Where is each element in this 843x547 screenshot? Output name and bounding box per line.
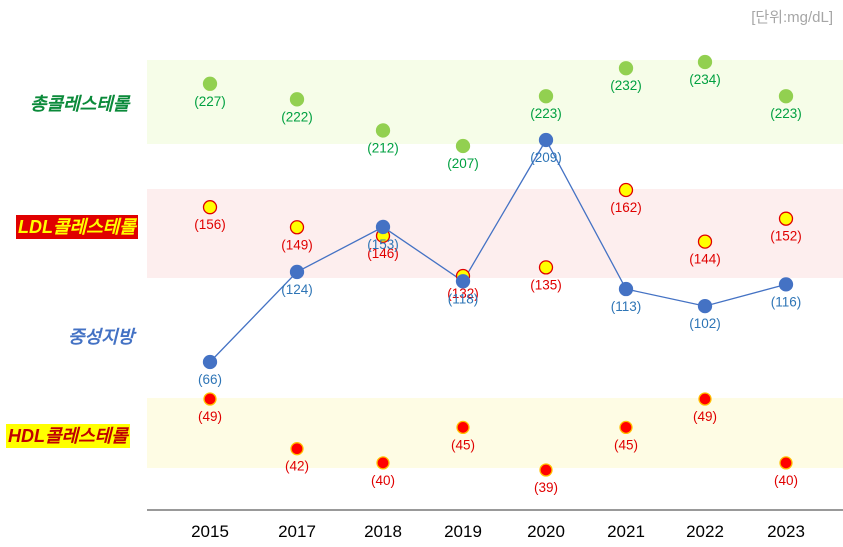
ldl-point-2020 <box>538 260 554 275</box>
total-label-2015: (227) <box>194 94 226 109</box>
tg-label-2015: (66) <box>198 372 222 387</box>
tg-point-2022 <box>697 298 713 314</box>
tg-label-2021: (113) <box>611 299 642 314</box>
ldl-label-2021: (162) <box>610 200 642 215</box>
tg-point-2019 <box>455 274 471 289</box>
hdl-point-2015 <box>203 392 217 406</box>
tg-label-2020: (209) <box>530 150 562 165</box>
hdl-label-2023: (40) <box>774 473 798 488</box>
total-label-2020: (223) <box>530 106 562 121</box>
x-tick-2021: 2021 <box>607 522 645 541</box>
total-point-2023 <box>778 89 794 104</box>
label-hdl-cholesterol: HDL콜레스테롤 <box>6 424 130 448</box>
total-point-2018 <box>375 123 391 138</box>
hdl-label-2019: (45) <box>451 437 475 452</box>
total-label-2021: (232) <box>610 78 642 93</box>
tg-point-2023 <box>778 277 794 292</box>
x-tick-2022: 2022 <box>686 522 724 541</box>
tg-point-2017 <box>289 264 305 280</box>
band-ldl <box>147 189 843 278</box>
total-label-2022: (234) <box>689 72 721 87</box>
label-total-cholesterol: 총콜레스테롤 <box>30 94 130 114</box>
tg-label-2023: (116) <box>771 294 802 309</box>
ldl-point-2017 <box>289 220 305 235</box>
ldl-point-2015 <box>202 200 218 215</box>
tg-series <box>209 138 787 363</box>
x-tick-2023: 2023 <box>767 522 805 541</box>
tg-label-2018: (153) <box>367 237 399 252</box>
unit-label: [단위:mg/dL] <box>751 9 833 26</box>
tg-line <box>209 138 787 363</box>
total-point-2021 <box>618 61 634 76</box>
ldl-label-2020: (135) <box>530 277 562 292</box>
tg-point-2021 <box>618 281 634 297</box>
hdl-point-2017 <box>290 442 304 456</box>
total-label-2018: (212) <box>367 140 399 155</box>
ldl-point-2022 <box>697 234 713 249</box>
ldl-label-2022: (144) <box>689 252 721 267</box>
hdl-label-2018: (40) <box>371 473 395 488</box>
total-label-2023: (223) <box>770 106 802 121</box>
ldl-label-2017: (149) <box>281 237 313 252</box>
ldl-point-2023 <box>778 211 794 226</box>
total-point-2015 <box>202 76 218 91</box>
x-tick-2020: 2020 <box>527 522 565 541</box>
tg-label-2022: (102) <box>689 316 721 331</box>
ldl-label-2019: (132) <box>447 286 479 301</box>
hdl-point-2022 <box>698 392 712 406</box>
total-point-2020 <box>538 89 554 104</box>
total-label-2019: (207) <box>447 156 479 171</box>
hdl-label-2022: (49) <box>693 409 717 424</box>
x-tick-2019: 2019 <box>444 522 482 541</box>
hdl-point-2023 <box>779 456 793 470</box>
ldl-label-2015: (156) <box>194 217 226 232</box>
total-point-2019 <box>455 138 471 154</box>
tg-point-2020 <box>538 132 554 148</box>
x-tick-2015: 2015 <box>191 522 229 541</box>
total-point-2022 <box>697 54 713 70</box>
hdl-point-2018 <box>376 456 390 470</box>
ldl-point-2021 <box>618 182 634 198</box>
hdl-label-2017: (42) <box>285 459 309 474</box>
tg-label-2019: (118) <box>448 291 479 306</box>
hdl-point-2021 <box>619 420 633 435</box>
total-point-2017 <box>289 92 305 107</box>
total-label-2017: (222) <box>281 109 313 124</box>
band-hdl <box>147 398 843 468</box>
hdl-point-2020 <box>539 463 553 477</box>
band-total <box>147 60 843 144</box>
hdl-label-2015: (49) <box>198 409 222 424</box>
x-tick-2018: 2018 <box>364 522 402 541</box>
hdl-label-2020: (39) <box>534 480 558 495</box>
tg-label-2017: (124) <box>281 282 313 297</box>
label-triglycerides: 중성지방 <box>68 327 135 347</box>
x-tick-2017: 2017 <box>278 522 316 541</box>
label-ldl-cholesterol: LDL콜레스테롤 <box>16 215 138 239</box>
chart-marks: (227) (222) (212) (207) (223) (232) (234) (223)… <box>194 54 802 495</box>
tg-point-2015 <box>202 354 218 370</box>
x-axis-ticks: 2015 2017 2018 2019 2020 2021 2022 2023 <box>191 522 805 541</box>
tg-point-2018 <box>375 219 391 235</box>
hdl-point-2019 <box>456 420 470 435</box>
ldl-label-2023: (152) <box>770 229 802 244</box>
ldl-label-2018: (146) <box>367 246 399 261</box>
hdl-label-2021: (45) <box>614 437 638 452</box>
